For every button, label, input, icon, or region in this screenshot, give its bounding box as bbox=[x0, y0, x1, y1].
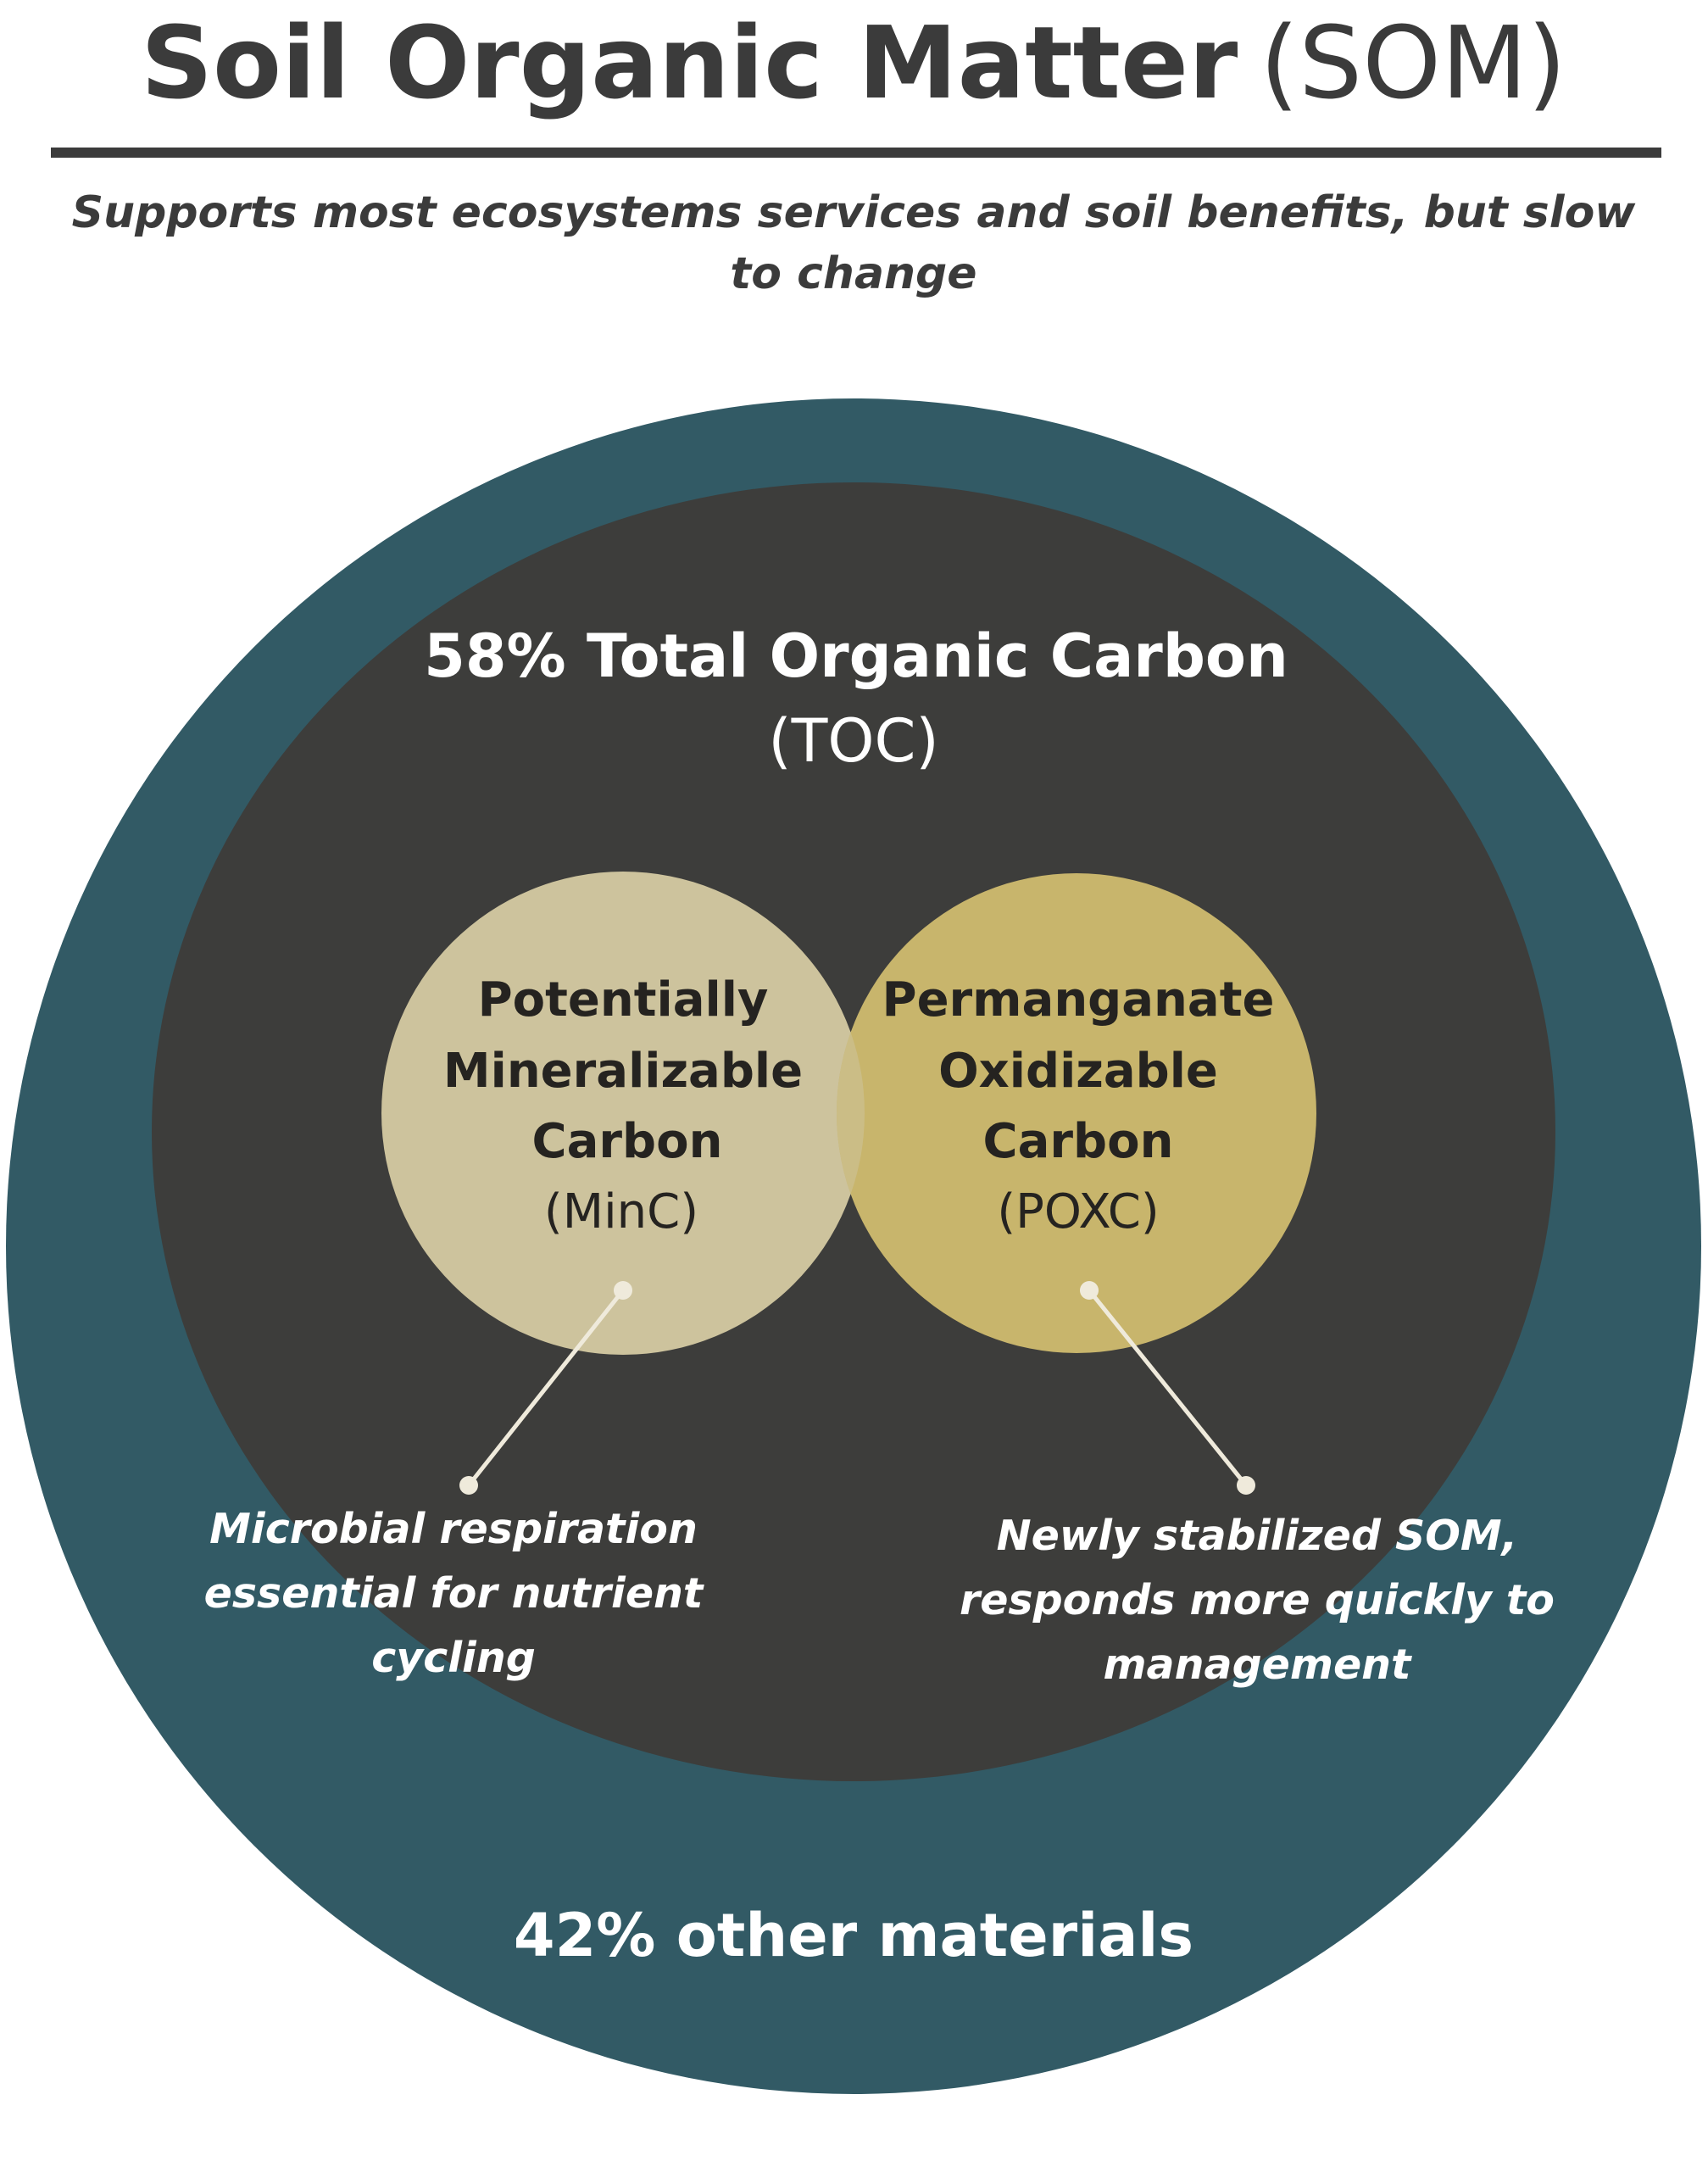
title-divider bbox=[51, 148, 1661, 158]
poxc-note-line-1: Newly stabilized SOM, bbox=[997, 1512, 1518, 1560]
poxc-label-line-2: Oxidizable bbox=[938, 1044, 1218, 1099]
title-main: Soil Organic Matter bbox=[141, 4, 1238, 121]
subtitle-line-2: to change bbox=[730, 248, 976, 299]
poxc-label-line-3: Carbon bbox=[983, 1114, 1174, 1169]
minc-note-line-3: cycling bbox=[371, 1634, 536, 1682]
title-abbr: (SOM) bbox=[1260, 4, 1566, 121]
toc-label: 58% Total Organic Carbon bbox=[424, 621, 1288, 691]
minc-circle bbox=[381, 872, 865, 1355]
poxc-label-line-1: Permanganate bbox=[882, 972, 1275, 1028]
subtitle-line-1: Supports most ecosystems services and so… bbox=[72, 187, 1637, 238]
poxc-abbr: (POXC) bbox=[997, 1184, 1159, 1239]
poxc-connector bbox=[1080, 1281, 1255, 1495]
poxc-note-line-3: management bbox=[1104, 1640, 1413, 1689]
minc-label-line-3: Carbon bbox=[532, 1114, 723, 1169]
minc-abbr: (MinC) bbox=[544, 1184, 698, 1239]
minc-note-line-2: essential for nutrient bbox=[204, 1569, 704, 1618]
page-title: Soil Organic Matter (SOM) bbox=[141, 4, 1566, 121]
toc-abbr: (TOC) bbox=[768, 706, 938, 776]
other-materials-label: 42% other materials bbox=[514, 1901, 1193, 1970]
poxc-circle bbox=[837, 873, 1316, 1353]
minc-connector bbox=[459, 1281, 632, 1495]
minc-label-line-2: Mineralizable bbox=[443, 1044, 803, 1099]
minc-note-line-1: Microbial respiration bbox=[209, 1505, 698, 1553]
poxc-note-line-2: responds more quickly to bbox=[960, 1576, 1555, 1624]
minc-label-line-1: Potentially bbox=[478, 972, 769, 1028]
